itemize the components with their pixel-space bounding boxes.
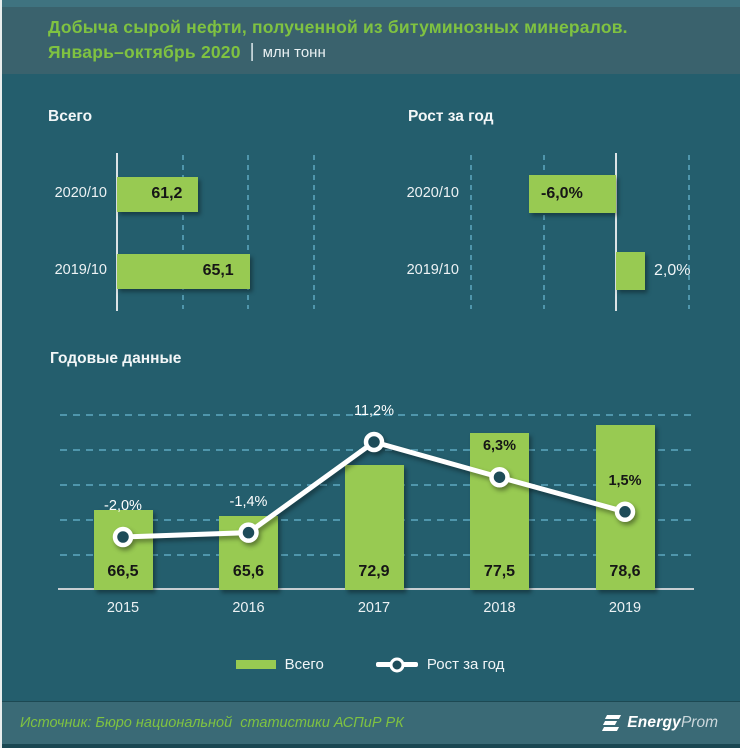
logo-text-bold: Energy <box>627 714 681 731</box>
legend-item-total: Всего <box>235 656 324 673</box>
top-edge <box>0 0 740 7</box>
line-marker <box>489 466 510 488</box>
legend-line-label: Рост за год <box>426 656 505 673</box>
footer: Источник: Бюро национальной статистики А… <box>0 701 740 744</box>
total-chart-title: Всего <box>48 108 93 125</box>
legend-item-growth: Рост за год <box>375 656 505 673</box>
line-marker <box>614 501 636 523</box>
bottom-edge <box>0 744 740 748</box>
subtitle-period: Январь–октябрь 2020 <box>48 42 241 62</box>
page-title: Добыча сырой нефти, полученной из битуми… <box>48 17 628 37</box>
line-marker <box>238 522 259 543</box>
growth-chart-title: Рост за год <box>408 108 494 125</box>
header: Добыча сырой нефти, полученной из битуми… <box>2 7 740 74</box>
energyprom-logo: Energy Prom <box>602 714 718 732</box>
logo-text-light: Prom <box>680 714 718 731</box>
legend-bar-swatch <box>235 660 276 669</box>
subtitle-separator: | <box>249 41 255 62</box>
line-marker <box>363 431 385 453</box>
energyprom-e-icon <box>602 715 622 731</box>
source-text: Источник: Бюро национальной статистики А… <box>20 715 404 731</box>
annual-chart-title: Годовые данные <box>50 350 182 367</box>
line-marker <box>112 526 134 548</box>
legend-line-swatch <box>375 657 418 672</box>
subtitle-unit: млн тонн <box>262 44 326 61</box>
page-subtitle: Январь–октябрь 2020 | млн тонн <box>48 41 740 64</box>
legend: Всего Рост за год <box>0 656 740 673</box>
left-edge <box>0 0 2 748</box>
legend-marker-icon <box>389 657 405 672</box>
growth-line <box>122 439 626 540</box>
legend-bar-label: Всего <box>284 656 324 673</box>
